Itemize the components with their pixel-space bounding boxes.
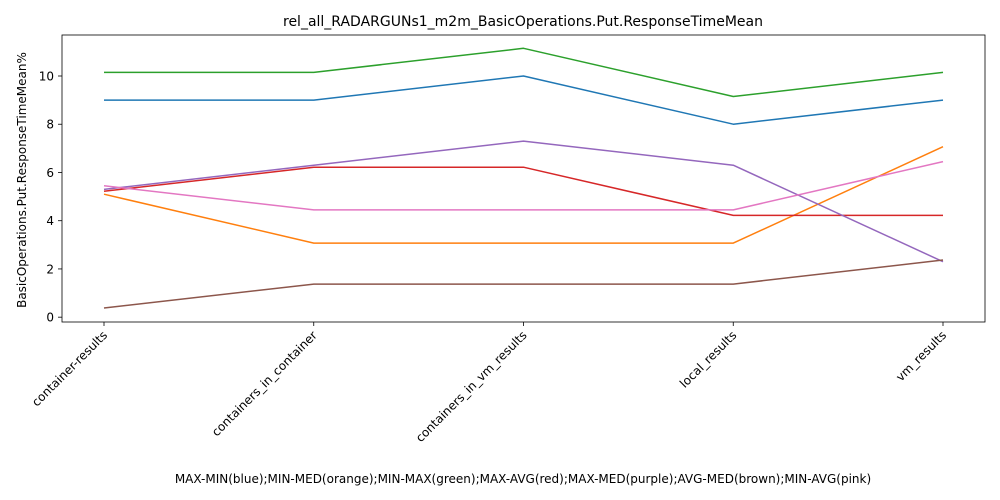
- series-line-4: [103, 166, 943, 217]
- y-tick-label: 4: [46, 214, 54, 228]
- x-axis-label: MAX-MIN(blue);MIN-MED(orange);MIN-MAX(gr…: [175, 472, 871, 486]
- y-tick-label: 2: [46, 262, 54, 276]
- y-tick-label: 0: [46, 311, 54, 325]
- series-line-6: [103, 259, 944, 309]
- chart-title: rel_all_RADARGUNs1_m2m_BasicOperations.P…: [283, 14, 763, 30]
- series-line-2: [103, 146, 944, 244]
- series-layer: [103, 47, 944, 309]
- y-tick-label: 10: [39, 70, 54, 84]
- series-line-7: [103, 160, 944, 211]
- series-line-3: [104, 47, 944, 98]
- series-line-1: [104, 75, 944, 125]
- y-axis-label: BasicOperations.Put.ResponseTimeMean%: [15, 52, 29, 308]
- series-line-5: [103, 140, 944, 263]
- y-tick-label: 8: [46, 118, 54, 132]
- y-tick-label: 6: [46, 166, 54, 180]
